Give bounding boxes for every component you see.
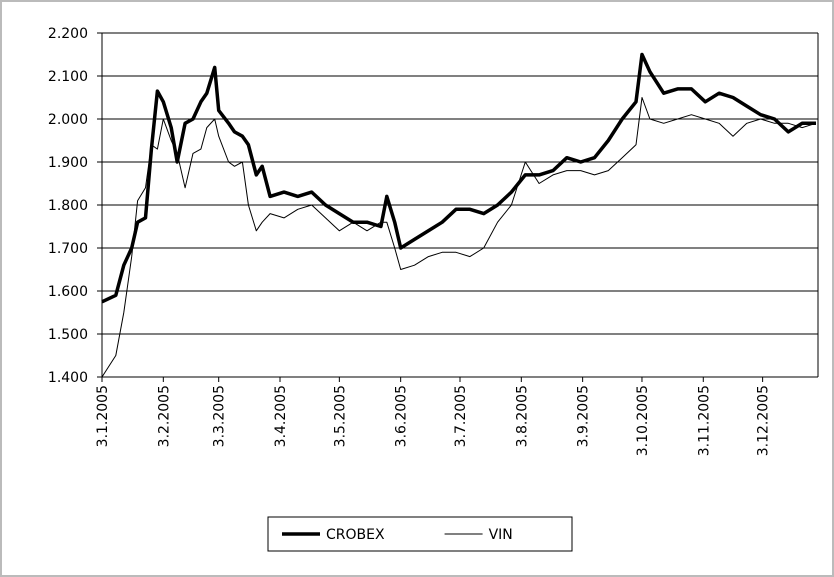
y-tick-label: 1.700 bbox=[48, 241, 88, 257]
y-tick-label: 1.500 bbox=[48, 327, 88, 343]
y-tick-label: 2.100 bbox=[48, 69, 88, 85]
x-tick-label: 3.4.2005 bbox=[273, 385, 289, 447]
y-tick-label: 1.600 bbox=[48, 284, 88, 300]
x-tick-label: 3.9.2005 bbox=[576, 385, 592, 447]
legend: CROBEX VIN bbox=[267, 516, 573, 552]
y-tick-label: 1.900 bbox=[48, 155, 88, 171]
series-line bbox=[101, 97, 817, 378]
x-tick-label: 3.3.2005 bbox=[212, 385, 228, 447]
x-tick-label: 3.6.2005 bbox=[394, 385, 410, 447]
y-tick-label: 1.800 bbox=[48, 198, 88, 214]
x-tick-label: 3.10.2005 bbox=[635, 385, 651, 456]
x-tick-label: 3.11.2005 bbox=[696, 385, 712, 456]
x-tick-label: 3.7.2005 bbox=[453, 385, 469, 447]
y-tick-label: 2.200 bbox=[48, 26, 88, 42]
series-line bbox=[101, 52, 816, 304]
x-tick-label: 3.1.2005 bbox=[95, 385, 111, 447]
legend-label: CROBEX bbox=[326, 527, 385, 543]
x-tick-label: 3.5.2005 bbox=[332, 385, 348, 447]
x-tick-label: 3.12.2005 bbox=[756, 385, 772, 456]
x-tick-label: 3.8.2005 bbox=[514, 385, 530, 447]
x-tick-label: 3.2.2005 bbox=[156, 385, 172, 447]
y-tick-label: 1.400 bbox=[48, 370, 88, 386]
legend-label: VIN bbox=[489, 527, 513, 543]
y-tick-label: 2.000 bbox=[48, 112, 88, 128]
